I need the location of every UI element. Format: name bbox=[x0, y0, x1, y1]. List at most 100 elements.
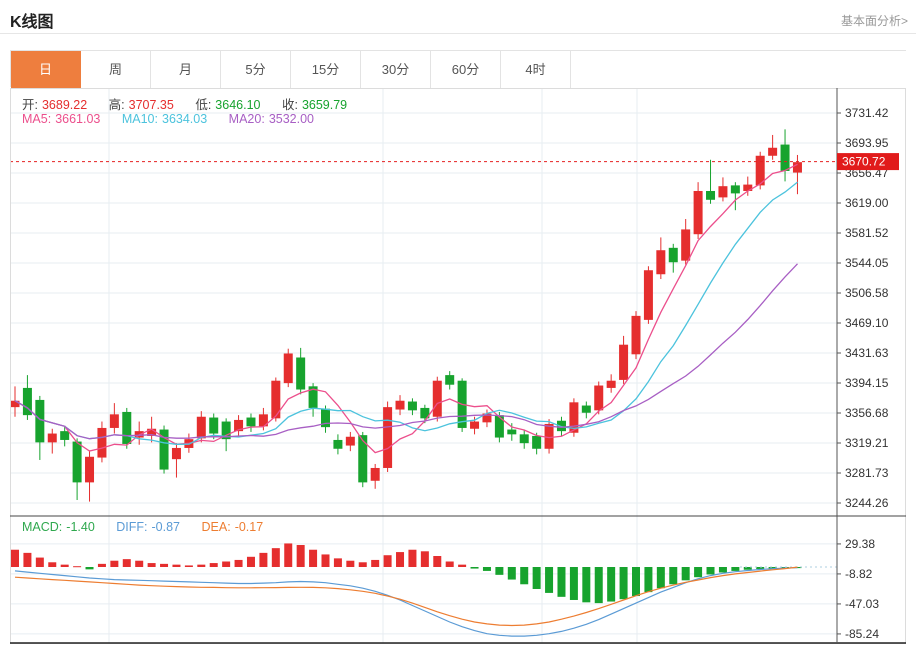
axis-tick-label: 3319.21 bbox=[845, 436, 889, 450]
candle bbox=[271, 380, 281, 419]
macd-bar bbox=[234, 559, 243, 567]
axis-tick-label: 3544.05 bbox=[845, 256, 889, 270]
macd-bar bbox=[11, 549, 19, 567]
open-label: 开: bbox=[22, 98, 38, 112]
candle bbox=[147, 428, 157, 436]
macd-bar bbox=[209, 563, 218, 567]
candle bbox=[72, 441, 82, 483]
ma5-label: MA5: bbox=[22, 112, 52, 126]
candle bbox=[221, 421, 231, 440]
macd-bar bbox=[768, 567, 777, 569]
close-value: 3659.79 bbox=[301, 98, 348, 112]
candle bbox=[420, 407, 430, 419]
macd-bar bbox=[358, 562, 367, 567]
tab-60分[interactable]: 60分 bbox=[431, 51, 501, 88]
tab-周[interactable]: 周 bbox=[81, 51, 151, 88]
candle bbox=[768, 147, 778, 156]
macd-bar bbox=[197, 564, 206, 567]
candle bbox=[358, 435, 368, 483]
macd-bar bbox=[470, 567, 479, 569]
candle bbox=[333, 439, 343, 449]
axis-tick-label: 3281.73 bbox=[845, 466, 889, 480]
macd-bar bbox=[383, 555, 392, 567]
macd-bar bbox=[743, 567, 752, 570]
macd-bar bbox=[644, 567, 653, 593]
axis-tick-label: 3731.42 bbox=[845, 106, 889, 120]
candle bbox=[97, 427, 107, 458]
candle bbox=[296, 357, 306, 390]
macd-bar bbox=[259, 552, 268, 567]
dea-line bbox=[14, 566, 798, 627]
candle bbox=[507, 429, 517, 435]
tab-日[interactable]: 日 bbox=[11, 51, 81, 88]
macd-bar bbox=[73, 566, 82, 568]
period-tabs: 日周月 5分 15分 30分 60分 4时 bbox=[10, 50, 906, 88]
macd-bar bbox=[60, 564, 69, 567]
chart-border bbox=[10, 88, 906, 644]
candle bbox=[482, 413, 492, 423]
candle bbox=[792, 162, 802, 173]
macd-readout: MACD: -1.40 DIFF: -0.87 DEA: -0.17 bbox=[22, 520, 281, 534]
tab-30分[interactable]: 30分 bbox=[361, 51, 431, 88]
tab-月[interactable]: 月 bbox=[151, 51, 221, 88]
macd-bar bbox=[445, 561, 454, 567]
macd-bar bbox=[681, 567, 690, 581]
macd-bar bbox=[160, 563, 169, 567]
open-value: 3689.22 bbox=[41, 98, 88, 112]
axis-tick-label: 3356.68 bbox=[845, 406, 889, 420]
candle bbox=[656, 250, 666, 275]
candle bbox=[681, 229, 691, 261]
macd-bar bbox=[135, 560, 144, 567]
macd-bar bbox=[172, 564, 181, 567]
chart-container: 3731.42 3693.95 3656.47 3619.00 3581.52 3544.… bbox=[10, 88, 906, 645]
macd-bar bbox=[271, 548, 280, 567]
candle bbox=[631, 315, 641, 355]
axis-tick-label: 3506.58 bbox=[845, 286, 889, 300]
ma20-value: 3532.00 bbox=[268, 112, 314, 126]
ma20-label: MA20: bbox=[228, 112, 265, 126]
macd-bar bbox=[296, 545, 305, 567]
ma10-label: MA10: bbox=[121, 112, 158, 126]
diff-value: -0.87 bbox=[151, 520, 181, 534]
macd-bar bbox=[396, 552, 405, 567]
candle bbox=[556, 420, 566, 432]
macd-bar bbox=[706, 567, 715, 575]
candle bbox=[196, 416, 206, 439]
macd-bar bbox=[482, 567, 491, 571]
tab-15分[interactable]: 15分 bbox=[291, 51, 361, 88]
macd-bar bbox=[85, 567, 94, 570]
tab-4时[interactable]: 4时 bbox=[501, 51, 571, 88]
macd-bar bbox=[619, 567, 628, 600]
macd-bar bbox=[147, 563, 156, 567]
macd-bar bbox=[557, 567, 566, 597]
axis-tick-label: 3394.15 bbox=[845, 376, 889, 390]
candle bbox=[109, 414, 119, 428]
close-label: 收: bbox=[281, 98, 298, 112]
candle bbox=[532, 435, 542, 449]
candle bbox=[258, 414, 268, 427]
candle bbox=[743, 184, 753, 191]
high-label: 高: bbox=[108, 98, 125, 112]
candle bbox=[581, 405, 591, 413]
tab-5分[interactable]: 5分 bbox=[221, 51, 291, 88]
candle bbox=[10, 400, 20, 408]
candle bbox=[445, 375, 455, 385]
macd-bar bbox=[656, 567, 665, 589]
candle bbox=[470, 421, 480, 429]
axis-tick-label: 3581.52 bbox=[845, 226, 889, 240]
candle bbox=[370, 467, 380, 481]
fundamental-analysis-link[interactable]: 基本面分析> bbox=[840, 14, 908, 28]
candle bbox=[246, 417, 256, 427]
kline-chart[interactable]: 3731.423693.953656.473619.003581.523544.… bbox=[10, 88, 906, 645]
dea-value: -0.17 bbox=[234, 520, 264, 534]
macd-bar bbox=[246, 556, 255, 567]
candle bbox=[594, 385, 604, 411]
axis-tick-label: -8.82 bbox=[845, 567, 873, 581]
macd-bar bbox=[756, 567, 765, 569]
candle bbox=[706, 190, 716, 200]
macd-bar bbox=[284, 543, 293, 567]
macd-bar bbox=[321, 554, 330, 567]
macd-bar bbox=[669, 567, 678, 585]
candle bbox=[494, 415, 504, 438]
candle bbox=[35, 399, 45, 443]
